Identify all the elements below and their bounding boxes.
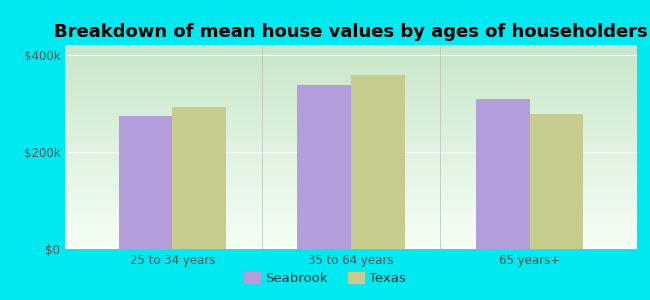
Bar bbox=[530, 114, 584, 249]
Bar bbox=[298, 85, 351, 249]
Legend: Seabrook, Texas: Seabrook, Texas bbox=[239, 267, 411, 290]
Title: Breakdown of mean house values by ages of householders: Breakdown of mean house values by ages o… bbox=[54, 23, 648, 41]
Bar bbox=[118, 116, 172, 249]
Bar bbox=[351, 75, 404, 249]
Bar bbox=[476, 99, 530, 249]
Bar bbox=[172, 107, 226, 249]
